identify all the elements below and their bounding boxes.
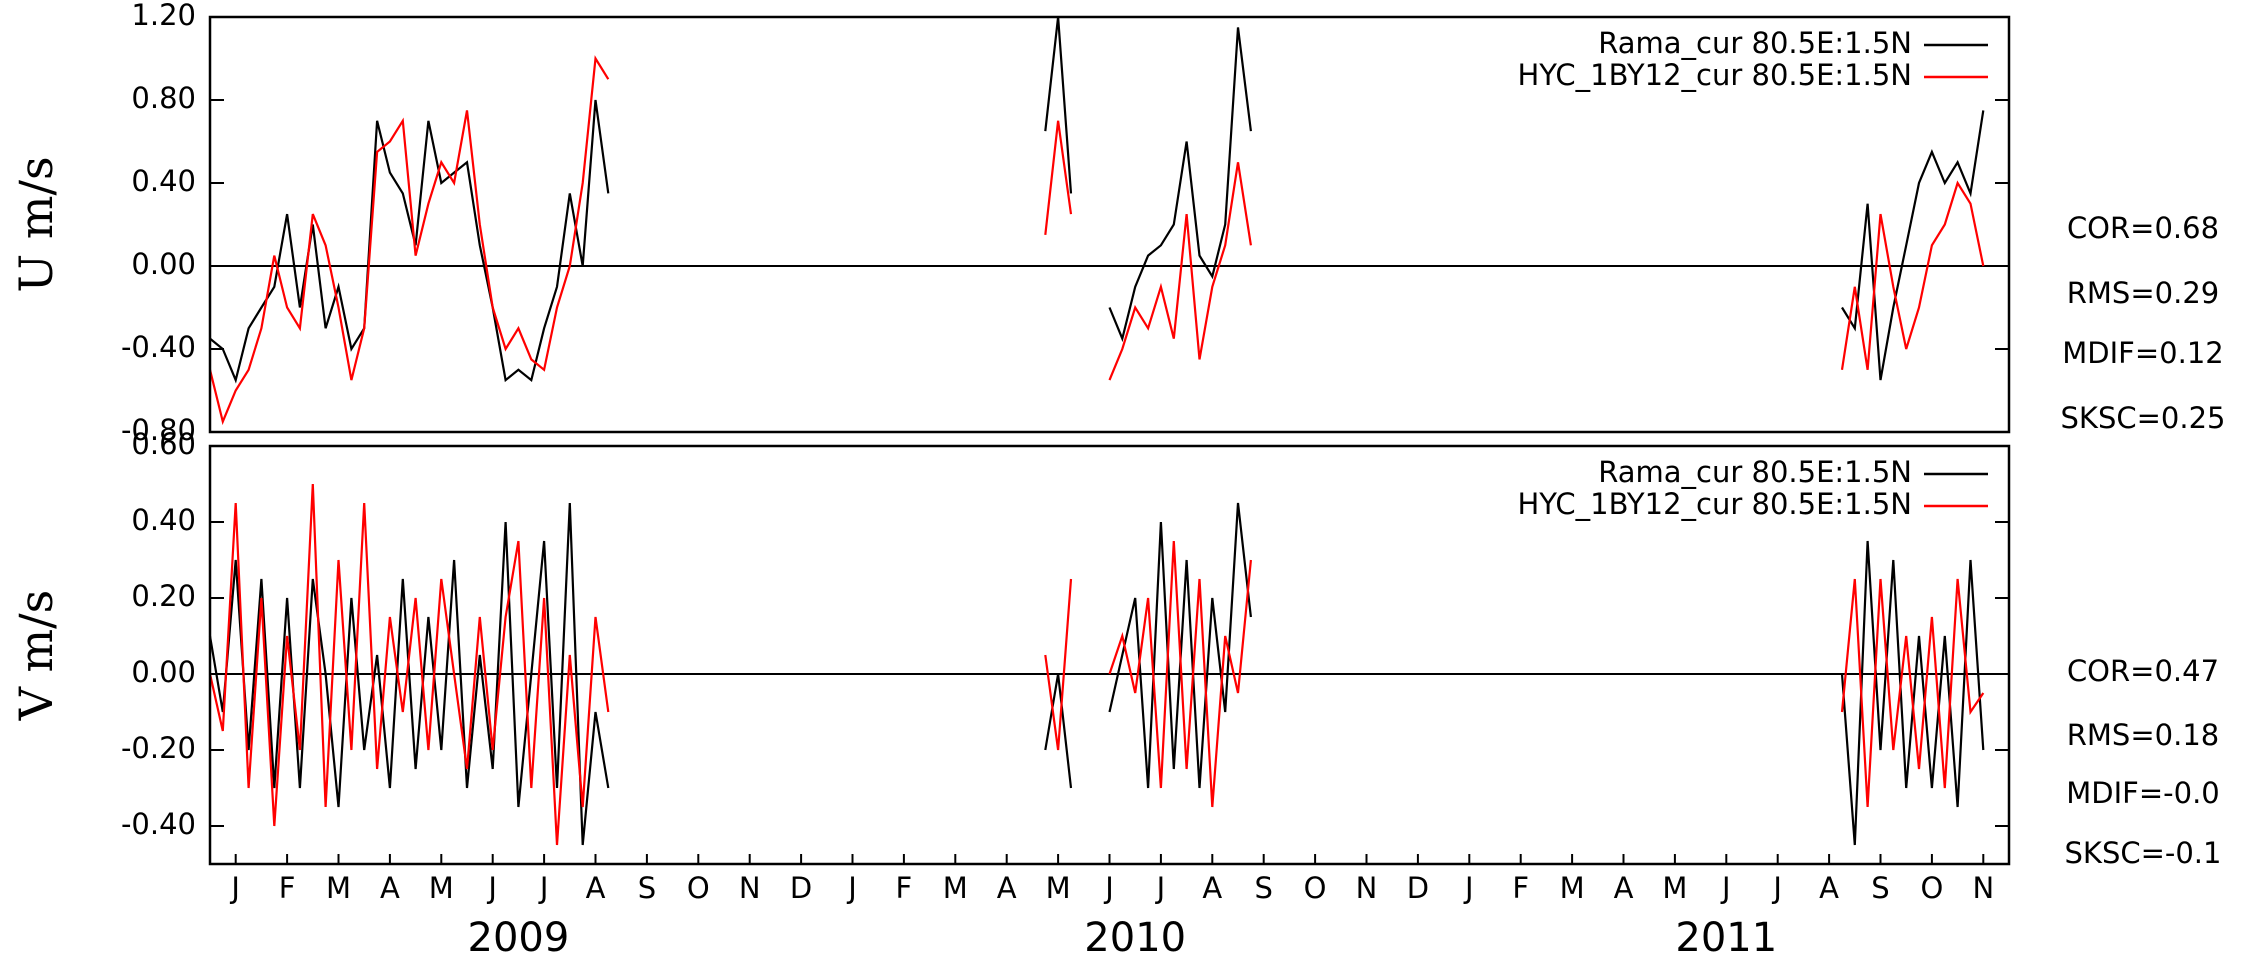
plot-frame xyxy=(208,444,2011,866)
x-tick-label: J xyxy=(229,871,240,905)
x-tick-label: O xyxy=(1304,871,1327,905)
x-tick-label: D xyxy=(1407,871,1429,905)
y-tick-label: 0.60 xyxy=(131,427,196,461)
x-tick-label: J xyxy=(1463,871,1474,905)
x-tick-label: J xyxy=(1103,871,1114,905)
legend-label: HYC_1BY12_cur 80.5E:1.5N xyxy=(1517,58,1912,92)
x-tick-label: A xyxy=(1202,871,1222,905)
stat-annotation: RMS=0.29 xyxy=(2067,276,2219,310)
y-tick-label: 0.40 xyxy=(131,164,196,198)
stat-annotation: COR=0.68 xyxy=(2067,211,2219,245)
year-label: 2011 xyxy=(1675,915,1777,957)
y-tick-label: 0.80 xyxy=(131,81,196,115)
x-tick-label: A xyxy=(997,871,1017,905)
y-axis-title: U m/s xyxy=(9,156,63,292)
stat-annotation: COR=0.47 xyxy=(2067,654,2219,688)
x-tick-label: J xyxy=(846,871,857,905)
x-tick-label: S xyxy=(638,871,656,905)
x-tick-label: J xyxy=(538,871,549,905)
stat-annotation: MDIF=0.12 xyxy=(2062,336,2223,370)
plot-frame xyxy=(208,15,2011,434)
x-tick-label: J xyxy=(1771,871,1782,905)
y-tick-label: 0.20 xyxy=(131,579,196,613)
stat-annotation: SKSC=0.25 xyxy=(2061,401,2226,435)
data-line xyxy=(208,483,1985,846)
x-tick-label: A xyxy=(1819,871,1839,905)
x-tick-label: N xyxy=(739,871,761,905)
legend-label: HYC_1BY12_cur 80.5E:1.5N xyxy=(1517,487,1912,521)
x-tick-label: N xyxy=(1972,871,1994,905)
x-tick-label: F xyxy=(1512,871,1529,905)
y-tick-label: 0.00 xyxy=(131,247,196,281)
x-tick-label: M xyxy=(1662,871,1687,905)
x-tick-label: M xyxy=(943,871,968,905)
y-tick-label: -0.40 xyxy=(121,807,196,841)
stat-annotation: SKSC=-0.1 xyxy=(2065,836,2222,870)
legend-label: Rama_cur 80.5E:1.5N xyxy=(1598,26,1912,60)
x-tick-label: A xyxy=(586,871,606,905)
stat-annotation: RMS=0.18 xyxy=(2067,718,2219,752)
y-tick-label: -0.40 xyxy=(121,330,196,364)
y-tick-label: -0.20 xyxy=(121,731,196,765)
x-tick-label: J xyxy=(1155,871,1166,905)
y-tick-label: -0.80 xyxy=(121,413,196,447)
y-axis-title: V m/s xyxy=(9,590,63,722)
y-tick-label: 1.20 xyxy=(131,0,196,32)
x-tick-label: S xyxy=(1254,871,1272,905)
x-tick-label: M xyxy=(429,871,454,905)
x-tick-label: F xyxy=(279,871,296,905)
data-line xyxy=(208,502,1985,846)
year-label: 2010 xyxy=(1084,915,1186,957)
year-label: 2009 xyxy=(468,915,570,957)
x-tick-label: J xyxy=(1720,871,1731,905)
x-tick-label: D xyxy=(790,871,812,905)
stat-annotation: MDIF=-0.0 xyxy=(2066,776,2219,810)
y-tick-label: 0.40 xyxy=(131,503,196,537)
y-tick-label: 0.00 xyxy=(131,655,196,689)
x-tick-label: M xyxy=(1046,871,1071,905)
x-tick-label: O xyxy=(1920,871,1943,905)
legend-label: Rama_cur 80.5E:1.5N xyxy=(1598,455,1912,489)
x-tick-label: M xyxy=(326,871,351,905)
x-tick-label: A xyxy=(380,871,400,905)
x-tick-label: A xyxy=(1614,871,1634,905)
x-tick-label: S xyxy=(1871,871,1889,905)
x-tick-label: M xyxy=(1560,871,1585,905)
x-tick-label: O xyxy=(687,871,710,905)
x-tick-label: J xyxy=(486,871,497,905)
x-tick-label: F xyxy=(896,871,913,905)
x-tick-label: N xyxy=(1356,871,1378,905)
data-line xyxy=(208,55,1985,426)
